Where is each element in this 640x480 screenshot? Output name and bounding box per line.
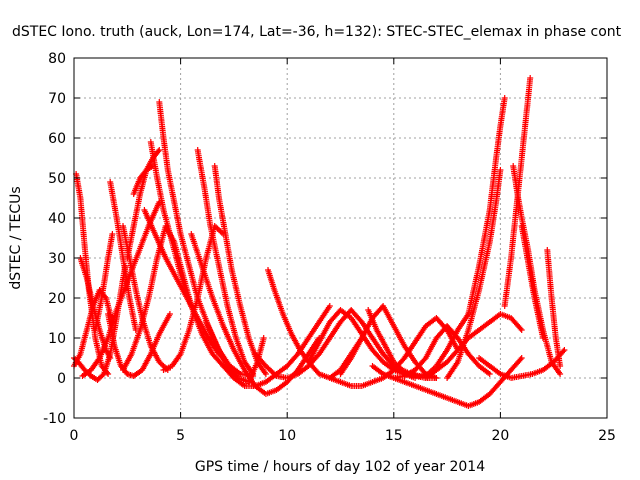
y-tick-label: 60	[48, 131, 66, 147]
data-series-28	[369, 323, 493, 381]
y-tick-label: 30	[48, 251, 66, 267]
data-series-19	[188, 231, 323, 397]
data-series-8	[105, 311, 173, 379]
data-marks	[71, 75, 568, 409]
data-series-32	[444, 167, 504, 381]
plus-marker-trail	[465, 95, 508, 317]
data-series-37	[544, 247, 564, 369]
axis-ticks	[73, 57, 608, 419]
data-series-13	[147, 139, 237, 377]
x-tick-label: 25	[598, 428, 616, 444]
plus-marker-trail	[105, 311, 173, 379]
x-tick-label: 20	[491, 428, 509, 444]
data-series-11	[130, 163, 156, 197]
y-tick-label: 70	[48, 91, 66, 107]
x-tick-label: 15	[385, 428, 403, 444]
plus-marker-trail	[369, 323, 493, 381]
data-series-7	[107, 179, 139, 333]
plus-marker-trail	[390, 355, 525, 409]
y-axis-label: dSTEC / TECUs	[8, 186, 24, 289]
y-tick-label: 20	[48, 291, 66, 307]
plot-frame	[73, 57, 608, 419]
x-tick-label: 5	[176, 428, 185, 444]
plus-marker-trail	[92, 231, 116, 333]
x-tick-label: 10	[278, 428, 296, 444]
data-series-29	[390, 355, 525, 409]
data-series-25	[337, 303, 440, 381]
data-series-31	[465, 95, 508, 317]
plus-marker-trail	[444, 167, 504, 381]
plus-marker-trail	[120, 223, 171, 373]
plus-marker-trail	[501, 75, 534, 309]
y-tick-label: 50	[48, 171, 66, 187]
y-tick-label: -10	[43, 411, 66, 427]
y-tick-label: 40	[48, 211, 66, 227]
x-tick-label: 0	[70, 428, 79, 444]
y-tick-label: 10	[48, 331, 66, 347]
plus-marker-trail	[337, 303, 440, 381]
data-series-20	[203, 319, 267, 385]
plus-marker-trail	[544, 247, 564, 369]
data-series-9	[120, 223, 171, 373]
data-series-6	[92, 231, 116, 333]
plus-marker-trail	[203, 319, 267, 385]
plus-marker-trail	[107, 179, 139, 333]
y-tick-label: 0	[57, 371, 66, 387]
x-axis-label: GPS time / hours of day 102 of year 2014	[195, 459, 485, 475]
plus-marker-trail	[130, 163, 156, 197]
data-series-17	[194, 147, 257, 377]
chart-title: dSTEC Iono. truth (auck, Lon=174, Lat=-3…	[12, 24, 622, 40]
plus-marker-trail	[194, 147, 257, 377]
y-tick-label: 80	[48, 51, 66, 67]
plus-marker-trail	[147, 139, 237, 377]
data-series-36	[518, 223, 546, 341]
plus-marker-trail	[518, 223, 546, 341]
grid-lines	[74, 58, 607, 418]
data-series-35	[501, 75, 534, 309]
plus-marker-trail	[188, 231, 323, 397]
